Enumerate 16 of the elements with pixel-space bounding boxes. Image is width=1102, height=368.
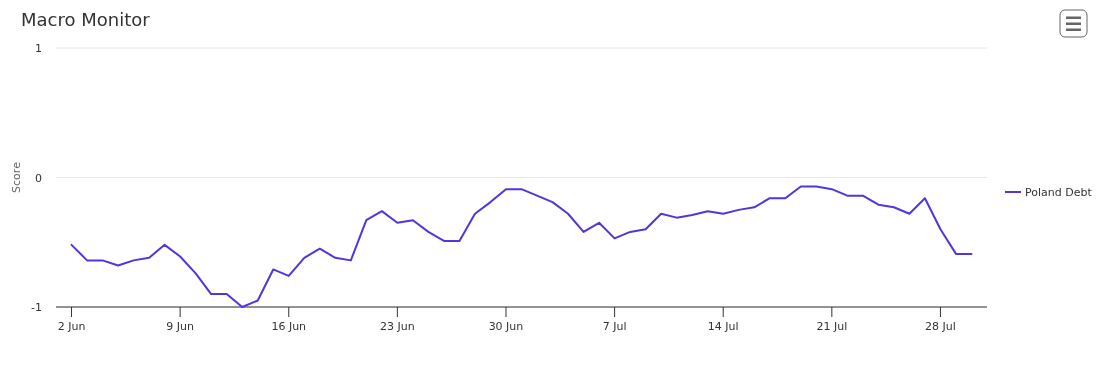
legend-label: Poland Debt <box>1025 186 1093 199</box>
x-tick-label: 7 Jul <box>602 320 627 333</box>
x-tick-label: 9 Jun <box>166 320 194 333</box>
line-series <box>70 185 973 308</box>
x-tick-label: 21 Jul <box>816 320 848 333</box>
x-tick-label: 23 Jun <box>380 320 415 333</box>
y-tick-label: 1 <box>35 42 42 55</box>
y-tick-label: 0 <box>35 171 42 185</box>
chart-title: Macro Monitor <box>21 9 151 30</box>
y-tick-label: -1 <box>31 301 42 314</box>
x-tick-label: 30 Jun <box>488 320 524 333</box>
y-axis-title: Score <box>10 161 23 193</box>
x-tick-label: 16 Jun <box>271 320 307 333</box>
x-tick-label: 28 Jul <box>925 320 956 333</box>
x-tick-label: 2 Jun <box>57 320 86 333</box>
x-tick-label: 14 Jul <box>707 320 739 333</box>
